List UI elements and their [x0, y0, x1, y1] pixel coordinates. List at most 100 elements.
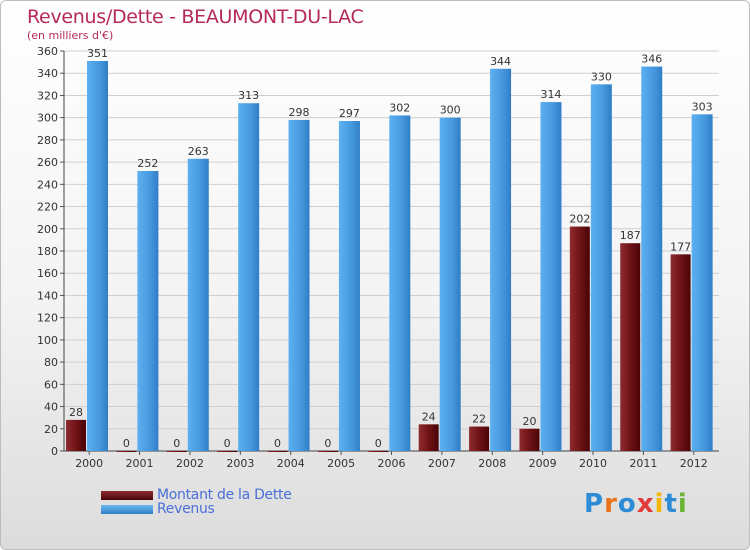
logo-letter: x — [636, 489, 655, 519]
logo-letter: r — [604, 489, 618, 519]
y-tick-label: 100 — [37, 334, 58, 347]
bar-revenus — [187, 158, 209, 451]
bar-dette — [368, 451, 389, 452]
y-tick-label: 360 — [37, 45, 58, 58]
data-label-dette: 0 — [224, 437, 231, 450]
y-tick-label: 20 — [44, 423, 58, 436]
y-tick-label: 320 — [37, 89, 58, 102]
bar-dette — [166, 451, 187, 452]
bar-revenus — [238, 103, 260, 451]
bar-revenus — [288, 119, 310, 451]
bar-revenus — [490, 68, 512, 452]
legend-item-revenus: Revenus — [101, 501, 215, 517]
bar-dette — [670, 254, 691, 451]
bar-dette — [217, 451, 238, 452]
x-tick-label: 2002 — [176, 457, 204, 470]
bar-revenus — [389, 115, 411, 451]
y-tick-label: 160 — [37, 267, 58, 280]
data-label-dette: 28 — [69, 406, 83, 419]
x-tick-label: 2005 — [327, 457, 355, 470]
y-tick-label: 60 — [44, 378, 58, 391]
data-label-revenus: 302 — [389, 101, 410, 114]
chart-title: Revenus/Dette - BEAUMONT-DU-LAC — [27, 6, 364, 28]
bar-dette — [519, 428, 540, 451]
data-label-dette: 187 — [620, 229, 641, 242]
data-label-dette: 0 — [324, 437, 331, 450]
y-tick-label: 220 — [37, 201, 58, 214]
logo-letter: t — [664, 489, 678, 519]
proxiti-logo: Proxiti — [584, 489, 688, 519]
legend-item-dette: Montant de la Dette — [101, 487, 292, 503]
x-tick-label: 2008 — [478, 457, 506, 470]
bar-dette — [469, 426, 490, 451]
data-label-dette: 0 — [274, 437, 281, 450]
data-label-revenus: 298 — [289, 106, 310, 119]
bar-revenus — [641, 66, 663, 452]
data-label-revenus: 300 — [440, 104, 461, 117]
y-tick-label: 40 — [44, 401, 58, 414]
legend-label-dette: Montant de la Dette — [157, 487, 292, 503]
bar-dette — [317, 451, 338, 452]
bar-dette — [66, 419, 86, 451]
logo-letter: P — [584, 489, 605, 519]
data-label-revenus: 263 — [188, 145, 209, 158]
bar-revenus — [540, 102, 562, 451]
y-tick-label: 0 — [51, 445, 58, 458]
bar-dette — [569, 226, 590, 451]
data-label-revenus: 252 — [137, 157, 158, 170]
y-tick-label: 240 — [37, 178, 58, 191]
data-label-dette: 22 — [472, 413, 486, 426]
bar-dette — [620, 243, 641, 451]
logo-letter: o — [617, 489, 637, 519]
logo-letter: i — [654, 489, 665, 519]
logo-letter: i — [677, 489, 688, 519]
x-tick-label: 2009 — [529, 457, 557, 470]
data-label-revenus: 314 — [540, 88, 561, 101]
x-tick-label: 2004 — [277, 457, 305, 470]
data-label-revenus: 303 — [692, 100, 713, 113]
bar-revenus — [691, 114, 713, 451]
chart-subtitle: (en milliers d'€) — [27, 29, 114, 42]
data-label-revenus: 313 — [238, 89, 259, 102]
y-tick-label: 300 — [37, 112, 58, 125]
data-label-dette: 202 — [569, 213, 590, 226]
data-label-dette: 0 — [375, 437, 382, 450]
y-tick-label: 120 — [37, 312, 58, 325]
y-tick-label: 260 — [37, 156, 58, 169]
bar-revenus — [338, 121, 360, 451]
x-tick-label: 2011 — [629, 457, 657, 470]
data-label-dette: 177 — [670, 240, 691, 253]
bars — [66, 61, 713, 452]
data-label-revenus: 330 — [591, 70, 612, 83]
x-tick-label: 2003 — [226, 457, 254, 470]
bar-revenus — [87, 61, 108, 451]
y-tick-label: 280 — [37, 134, 58, 147]
x-tick-label: 2000 — [75, 457, 103, 470]
data-label-dette: 0 — [123, 437, 130, 450]
x-tick-label: 2007 — [428, 457, 456, 470]
data-label-dette: 24 — [422, 410, 436, 423]
x-tick-label: 2010 — [579, 457, 607, 470]
bar-revenus — [137, 171, 159, 451]
bar-revenus — [439, 117, 461, 452]
bar-dette — [116, 451, 137, 452]
bar-dette — [267, 451, 288, 452]
x-tick-label: 2006 — [378, 457, 406, 470]
data-label-revenus: 297 — [339, 107, 360, 120]
legend-label-revenus: Revenus — [157, 501, 215, 517]
data-label-dette: 20 — [522, 415, 536, 428]
data-label-revenus: 346 — [641, 53, 662, 66]
y-tick-label: 180 — [37, 245, 58, 258]
data-label-dette: 0 — [173, 437, 180, 450]
x-tick-label: 2012 — [680, 457, 708, 470]
y-tick-label: 200 — [37, 223, 58, 236]
data-label-revenus: 351 — [87, 47, 108, 60]
labels: 28 351 0 252 0 263 0 313 0 298 0 297 0 302 24 300 22 344 2… — [69, 47, 713, 450]
x-tick-label: 2001 — [126, 457, 154, 470]
legend-swatch-revenus — [101, 504, 153, 514]
y-tick-label: 80 — [44, 356, 58, 369]
y-tick-label: 140 — [37, 289, 58, 302]
bar-revenus — [590, 84, 612, 451]
